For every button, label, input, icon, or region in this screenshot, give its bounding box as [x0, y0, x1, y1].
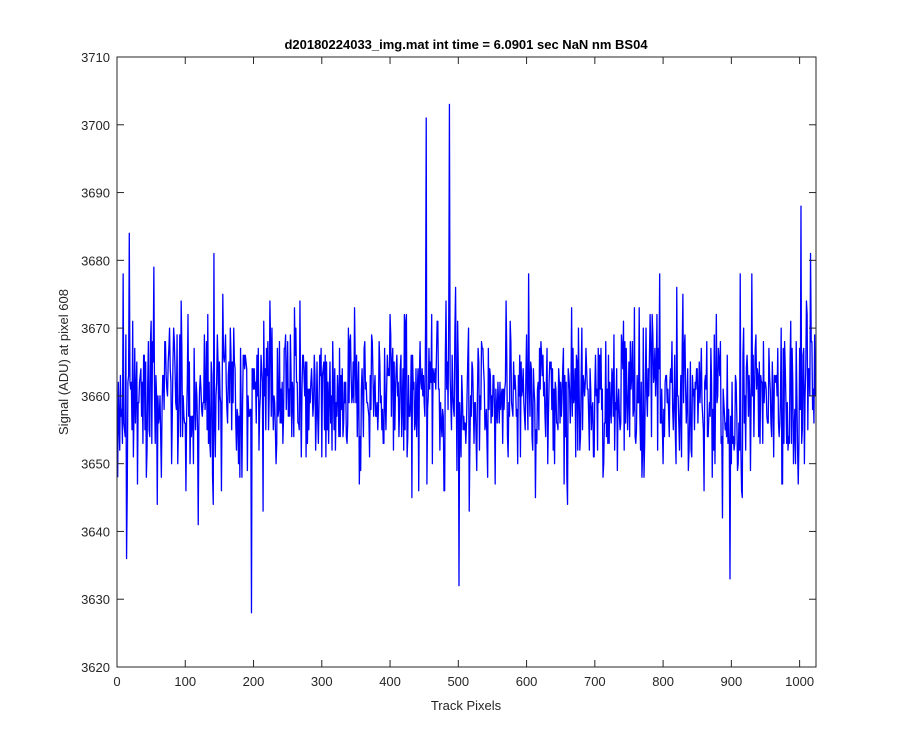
- x-tick-label: 100: [174, 674, 196, 689]
- y-tick-label: 3650: [81, 457, 110, 472]
- y-tick-label: 3680: [81, 253, 110, 268]
- series-group: [117, 103, 816, 614]
- axes-box: [116, 56, 817, 668]
- x-axis-ticks: 0 100 200 300 400 500 600 700 800 900 1000: [113, 57, 814, 689]
- x-tick-label: 700: [584, 674, 606, 689]
- x-tick-label: 500: [447, 674, 469, 689]
- x-tick-label: 200: [243, 674, 265, 689]
- y-tick-label: 3710: [81, 50, 110, 65]
- y-tick-label: 3630: [81, 592, 110, 607]
- y-axis-ticks: 3620 3630 3640 3650 3660 3670 3680 3690 3700 3710: [81, 50, 816, 675]
- x-tick-label: 300: [311, 674, 333, 689]
- y-tick-label: 3660: [81, 389, 110, 404]
- y-tick-label: 3640: [81, 524, 110, 539]
- x-tick-label: 600: [516, 674, 538, 689]
- x-tick-label: 800: [652, 674, 674, 689]
- y-tick-label: 3700: [81, 118, 110, 133]
- signal-series-line: [117, 103, 816, 614]
- y-tick-label: 3620: [81, 660, 110, 675]
- x-tick-label: 900: [721, 674, 743, 689]
- y-tick-label: 3670: [81, 321, 110, 336]
- x-tick-label: 1000: [785, 674, 814, 689]
- x-tick-label: 400: [379, 674, 401, 689]
- x-tick-label: 0: [113, 674, 120, 689]
- x-axis-label: Track Pixels: [431, 698, 502, 713]
- y-axis-label: Signal (ADU) at pixel 608: [56, 289, 71, 435]
- y-tick-label: 3690: [81, 186, 110, 201]
- chart-title: d20180224033_img.mat int time = 6.0901 s…: [284, 37, 648, 52]
